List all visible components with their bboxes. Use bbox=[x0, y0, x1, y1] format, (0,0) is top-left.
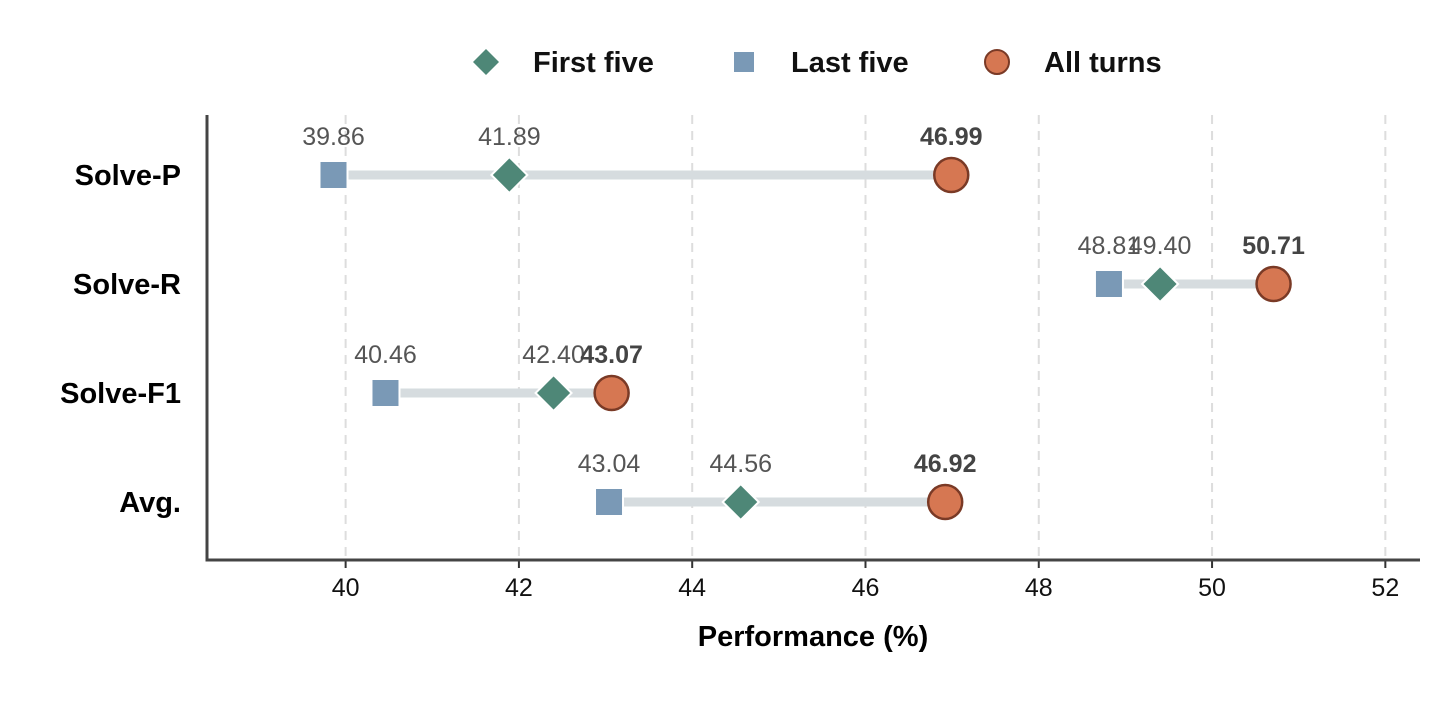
marker-last-five-3 bbox=[594, 487, 625, 517]
marker-all-turns-2 bbox=[593, 374, 630, 412]
value-label-last-five-1: 48.81 bbox=[1078, 232, 1141, 260]
legend-label-all-turns: All turns bbox=[1044, 47, 1162, 79]
x-tick-label-46: 46 bbox=[852, 574, 880, 602]
marker-last-five-2 bbox=[370, 378, 401, 408]
marker-first-five-2 bbox=[534, 373, 573, 413]
value-label-last-five-3: 43.04 bbox=[578, 450, 641, 478]
value-label-all-turns-0: 46.99 bbox=[920, 123, 983, 151]
value-label-first-five-3: 44.56 bbox=[709, 450, 772, 478]
x-tick-label-50: 50 bbox=[1198, 574, 1226, 602]
value-label-first-five-0: 41.89 bbox=[478, 123, 541, 151]
x-tick-label-44: 44 bbox=[678, 574, 706, 602]
markers bbox=[318, 155, 1292, 522]
connectors bbox=[333, 170, 1274, 507]
axes: 40 42 44 46 48 50 52 Solve-P Solve-R Solve-F1 Avg. bbox=[60, 115, 1420, 602]
marker-first-five-3 bbox=[721, 482, 761, 522]
x-tick-label-48: 48 bbox=[1025, 574, 1053, 602]
value-label-all-turns-1: 50.71 bbox=[1242, 232, 1305, 260]
value-label-last-five-2: 40.46 bbox=[354, 341, 417, 369]
category-label-solve-f1: Solve-F1 bbox=[60, 378, 181, 410]
grid-lines bbox=[344, 115, 1387, 560]
x-tick-label-52: 52 bbox=[1371, 574, 1399, 602]
legend-marker-all-turns bbox=[984, 49, 1010, 75]
category-label-solve-r: Solve-R bbox=[73, 269, 181, 301]
legend-marker-last-five bbox=[734, 52, 754, 72]
x-axis-title: Performance (%) bbox=[698, 621, 928, 653]
marker-first-five-0 bbox=[489, 155, 529, 195]
legend-label-last-five: Last five bbox=[791, 47, 909, 79]
marker-last-five-1 bbox=[1093, 269, 1124, 299]
value-label-first-five-1: 49.40 bbox=[1129, 232, 1192, 260]
legend-marker-first-five bbox=[473, 49, 499, 75]
legend: First five Last five All turns bbox=[473, 47, 1162, 79]
marker-last-five-0 bbox=[318, 160, 349, 190]
marker-all-turns-1 bbox=[1255, 265, 1292, 303]
value-label-last-five-0: 39.86 bbox=[302, 123, 365, 151]
marker-all-turns-0 bbox=[933, 156, 970, 194]
marker-all-turns-3 bbox=[926, 483, 964, 521]
x-tick-label-42: 42 bbox=[505, 574, 533, 602]
category-label-solve-p: Solve-P bbox=[75, 160, 181, 192]
x-tick-label-40: 40 bbox=[332, 574, 360, 602]
value-label-all-turns-2: 43.07 bbox=[580, 341, 643, 369]
category-label-avg-: Avg. bbox=[119, 487, 181, 519]
value-label-first-five-2: 42.40 bbox=[522, 341, 585, 369]
marker-first-five-1 bbox=[1140, 264, 1180, 304]
legend-label-first-five: First five bbox=[533, 47, 654, 79]
value-label-all-turns-3: 46.92 bbox=[914, 450, 977, 478]
